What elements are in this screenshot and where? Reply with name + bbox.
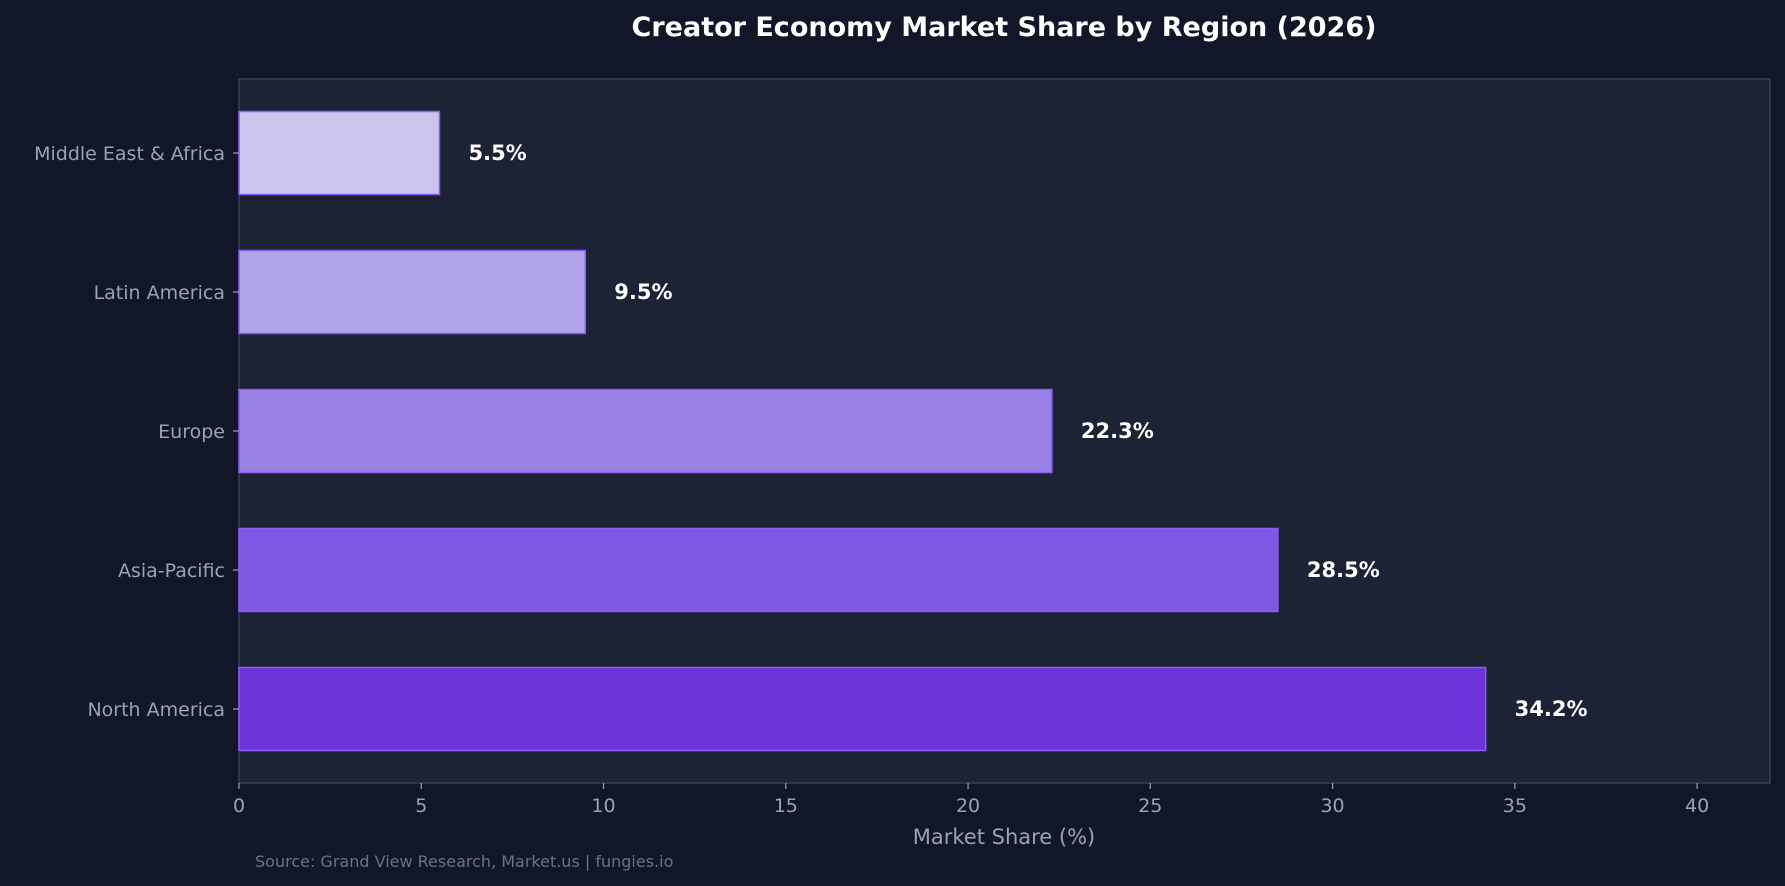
x-tick-label-35: 35 [1503,795,1527,817]
y-tick-label-north-america: North America [87,699,225,721]
value-label-asia-pacific: 28.5% [1307,558,1380,582]
y-tick-label-asia-pacific: Asia-Pacific [118,560,225,582]
x-tick-label-40: 40 [1685,795,1709,817]
value-label-north-america: 34.2% [1515,697,1588,721]
bar-latin-america [238,249,587,335]
value-label-latin-america: 9.5% [614,280,672,304]
bar-north-america [238,666,1487,752]
x-tick-label-0: 0 [233,795,245,817]
bar-europe [238,388,1053,474]
y-axis: North America Asia-Pacific Europe Latin Ame… [34,143,239,721]
value-labels-group: 34.2% 28.5% 22.3% 9.5% 5.5% [468,141,1587,721]
x-tick-label-20: 20 [956,795,980,817]
x-axis-label: Market Share (%) [913,825,1095,849]
y-tick-label-latin-america: Latin America [94,282,225,304]
bar-asia-pacific [238,527,1279,613]
x-tick-label-30: 30 [1320,795,1344,817]
x-tick-label-10: 10 [591,795,615,817]
bars-group [238,110,1487,752]
y-tick-label-europe: Europe [158,421,225,443]
x-tick-label-25: 25 [1138,795,1162,817]
value-label-europe: 22.3% [1081,419,1154,443]
bar-middle-east-africa [238,110,441,196]
chart-title: Creator Economy Market Share by Region (… [632,12,1377,43]
y-tick-label-middle-east-africa: Middle East & Africa [34,143,225,165]
source-note: Source: Grand View Research, Market.us |… [255,852,673,871]
value-label-middle-east-africa: 5.5% [468,141,526,165]
x-tick-label-5: 5 [415,795,427,817]
x-tick-label-15: 15 [774,795,798,817]
x-axis: 0 5 10 15 20 25 30 35 40 [233,783,1709,817]
